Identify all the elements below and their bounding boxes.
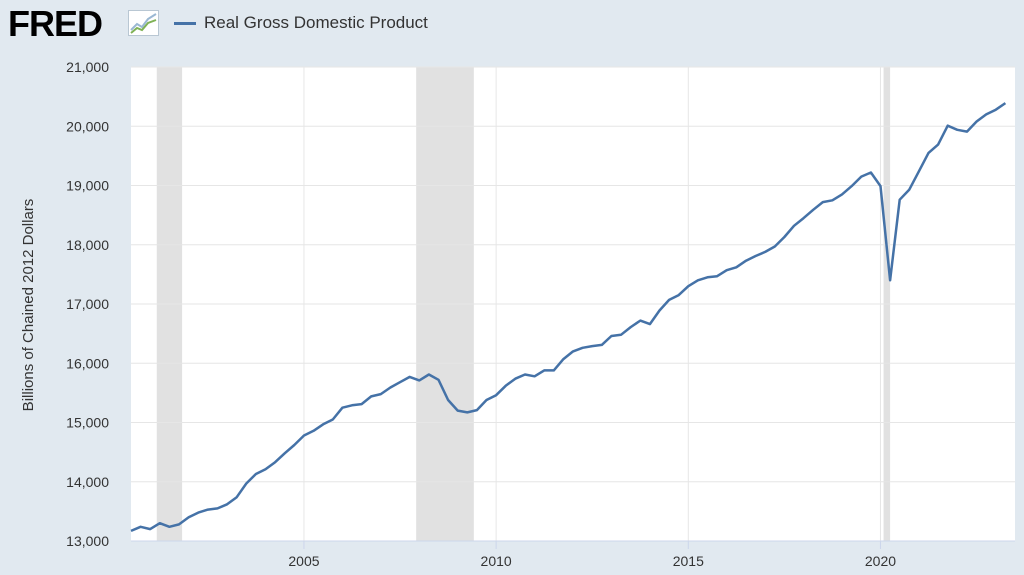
fred-graph-icon xyxy=(128,8,160,43)
y-tick-label: 14,000 xyxy=(66,474,109,490)
series-layer xyxy=(130,102,1007,533)
chart-header: FRED Real Gross Domestic Product xyxy=(0,0,1024,48)
y-tick-label: 18,000 xyxy=(66,237,109,253)
y-axis-label: Billions of Chained 2012 Dollars xyxy=(20,199,37,412)
fred-logo[interactable]: FRED xyxy=(8,3,103,44)
line-chart: 13,000 14,000 15,000 16,000 17,000 18,000 19,0… xyxy=(20,59,1015,569)
logo-text: FRED xyxy=(8,3,103,44)
chart-legend: Real Gross Domestic Product xyxy=(174,12,428,34)
series-line[interactable] xyxy=(130,102,1007,533)
y-tick-label: 16,000 xyxy=(66,355,109,371)
y-tick-label: 13,000 xyxy=(66,533,109,549)
gridlines xyxy=(131,66,1015,541)
legend-line-swatch xyxy=(174,21,196,25)
x-tick-label: 2020 xyxy=(865,553,896,569)
y-tick-label: 21,000 xyxy=(66,59,109,75)
y-tick-label: 19,000 xyxy=(66,178,109,194)
x-tick-label: 2005 xyxy=(288,553,319,569)
y-tick-label: 15,000 xyxy=(66,415,109,431)
y-tick-label: 20,000 xyxy=(66,118,109,134)
legend-series-label: Real Gross Domestic Product xyxy=(204,13,428,32)
axes: 13,000 14,000 15,000 16,000 17,000 18,000 19,0… xyxy=(66,59,1015,569)
x-tick-label: 2010 xyxy=(481,553,512,569)
y-tick-label: 17,000 xyxy=(66,296,109,312)
x-tick-label: 2015 xyxy=(673,553,704,569)
